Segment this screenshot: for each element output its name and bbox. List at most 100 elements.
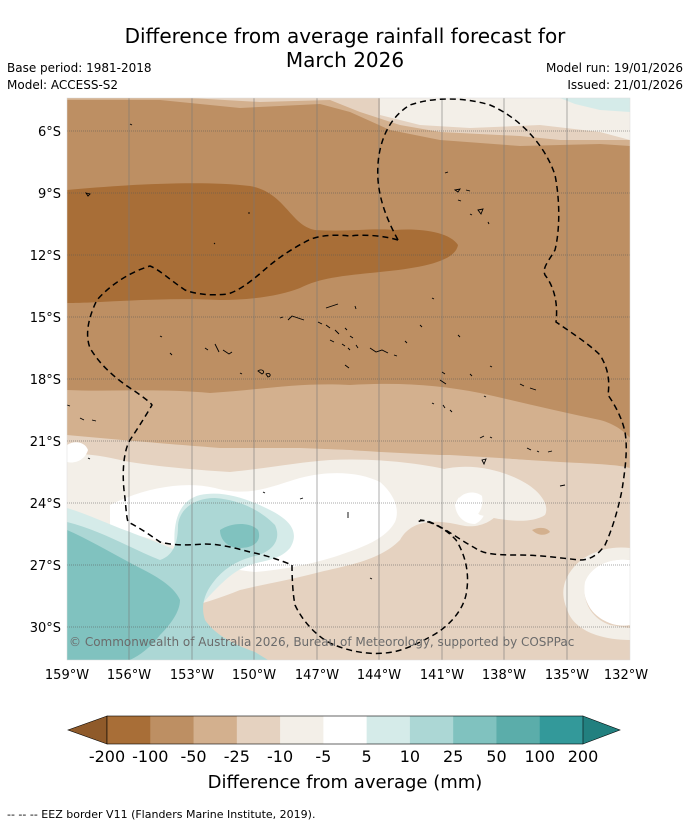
island-11 xyxy=(469,213,473,216)
issued-label: Issued: 21/01/2026 xyxy=(567,78,683,92)
island-12 xyxy=(325,303,339,309)
colorbar-tick-label: 10 xyxy=(400,747,420,766)
longitude-labels: 159°W 156°W 153°W 150°W 147°W 144°W 141°… xyxy=(45,668,648,683)
field-white-south xyxy=(584,559,630,626)
map-frame xyxy=(66,97,631,661)
island-24 xyxy=(431,297,435,300)
colorbar-tick-label: -5 xyxy=(315,747,331,766)
lon-label: 138°W xyxy=(482,668,526,683)
latitude-labels: 6°S 9°S 12°S 15°S 18°S 21°S 24°S 27°S 30… xyxy=(30,125,61,636)
lon-label: 135°W xyxy=(545,668,589,683)
islands xyxy=(66,123,566,580)
colorbar-swatch xyxy=(453,716,497,744)
base-period-label: Base period: 1981-2018 xyxy=(7,61,152,75)
lon-label: 153°W xyxy=(170,668,214,683)
model-run-label: Model run: 19/01/2026 xyxy=(545,61,683,75)
field-white-3 xyxy=(67,442,88,463)
island-27 xyxy=(439,371,447,385)
island-10 xyxy=(487,221,490,225)
colorbar-tick-label: 25 xyxy=(443,747,463,766)
lat-label: 6°S xyxy=(38,125,61,140)
lat-label: 15°S xyxy=(30,311,61,326)
gridlines xyxy=(67,98,630,660)
field-light-south xyxy=(563,547,630,640)
colorbar-swatch xyxy=(366,716,411,744)
eez-border-marquesas xyxy=(376,98,627,561)
island-8 xyxy=(457,199,462,202)
colorbar-tick-label: -100 xyxy=(132,747,168,766)
island-36 xyxy=(559,484,566,487)
island-17 xyxy=(329,339,351,351)
colorbar-frame xyxy=(106,715,584,745)
island-15 xyxy=(317,321,340,335)
island-20 xyxy=(204,343,233,355)
colorbar-over-arrow xyxy=(582,715,621,745)
island-16 xyxy=(344,327,359,349)
island-13 xyxy=(354,305,357,310)
field-light-east xyxy=(440,466,547,521)
field-brown-spot xyxy=(532,527,550,535)
colorbar-under-arrow xyxy=(67,715,108,745)
colorbar-swatch xyxy=(193,716,238,744)
lon-label: 147°W xyxy=(295,668,339,683)
island-9 xyxy=(477,208,484,215)
field-teal-spot2 xyxy=(117,574,155,604)
island-42 xyxy=(87,457,91,460)
colorbar-swatch xyxy=(150,716,195,744)
model-label: Model: ACCESS-S2 xyxy=(7,78,119,92)
eez-legend-note: -- -- -- EEZ border V11 (Flanders Marine… xyxy=(7,808,316,821)
lon-label: 132°W xyxy=(604,668,648,683)
island-14 xyxy=(279,315,305,321)
colorbar-swatch xyxy=(280,716,324,744)
colorbar-swatch xyxy=(539,716,584,744)
lon-label: 159°W xyxy=(45,668,89,683)
colorbar-tick-label: -50 xyxy=(180,747,206,766)
rainfall-field xyxy=(67,98,630,660)
island-5 xyxy=(444,171,449,174)
island-4 xyxy=(213,242,216,245)
colorbar-tick-label: 100 xyxy=(524,747,555,766)
island-22 xyxy=(239,372,243,375)
colorbar-title: Difference from average (mm) xyxy=(208,772,483,793)
island-40 xyxy=(369,577,373,580)
colorbar-tick-label: 5 xyxy=(362,747,372,766)
field-band-dark xyxy=(67,183,458,303)
island-19 xyxy=(393,340,408,357)
lat-label: 9°S xyxy=(38,187,61,202)
lon-label: 156°W xyxy=(107,668,151,683)
colorbar-tick-label: -10 xyxy=(267,747,293,766)
lat-label: 12°S xyxy=(30,249,61,264)
island-7 xyxy=(465,189,471,192)
map-title-line1: Difference from average rainfall forecas… xyxy=(124,24,566,48)
lat-label: 27°S xyxy=(30,559,61,574)
eez-border-french-polynesia xyxy=(86,234,469,655)
island-29 xyxy=(519,383,537,391)
island-2 xyxy=(129,123,133,126)
colorbar-swatch xyxy=(236,716,281,744)
colorbar-tick-label: 50 xyxy=(486,747,506,766)
lat-label: 21°S xyxy=(30,435,61,450)
island-21 xyxy=(257,369,271,378)
field-band-light-top xyxy=(380,98,630,140)
island-33 xyxy=(479,435,493,439)
island-30 xyxy=(483,395,487,398)
colorbar-swatch xyxy=(496,716,541,744)
field-teal-topright xyxy=(560,98,630,112)
colorbar-swatch xyxy=(323,716,368,744)
island-34 xyxy=(526,447,553,453)
map-title-line2: March 2026 xyxy=(285,48,405,72)
lat-label: 24°S xyxy=(30,497,61,512)
island-35 xyxy=(481,458,487,466)
island-32 xyxy=(159,335,173,356)
island-37 xyxy=(299,497,304,500)
colorbar: -200 -100 -50 -25 -10 -5 5 10 25 50 100 200 Differe… xyxy=(67,715,621,793)
island-31 xyxy=(431,402,453,413)
copyright-notice: © Commonwealth of Australia 2026, Bureau… xyxy=(69,635,574,649)
colorbar-swatch xyxy=(107,716,151,744)
eez-border-lines xyxy=(86,98,627,655)
lat-label: 30°S xyxy=(30,621,61,636)
colorbar-swatch xyxy=(409,716,454,744)
island-26 xyxy=(457,334,461,338)
island-41 xyxy=(66,404,97,422)
